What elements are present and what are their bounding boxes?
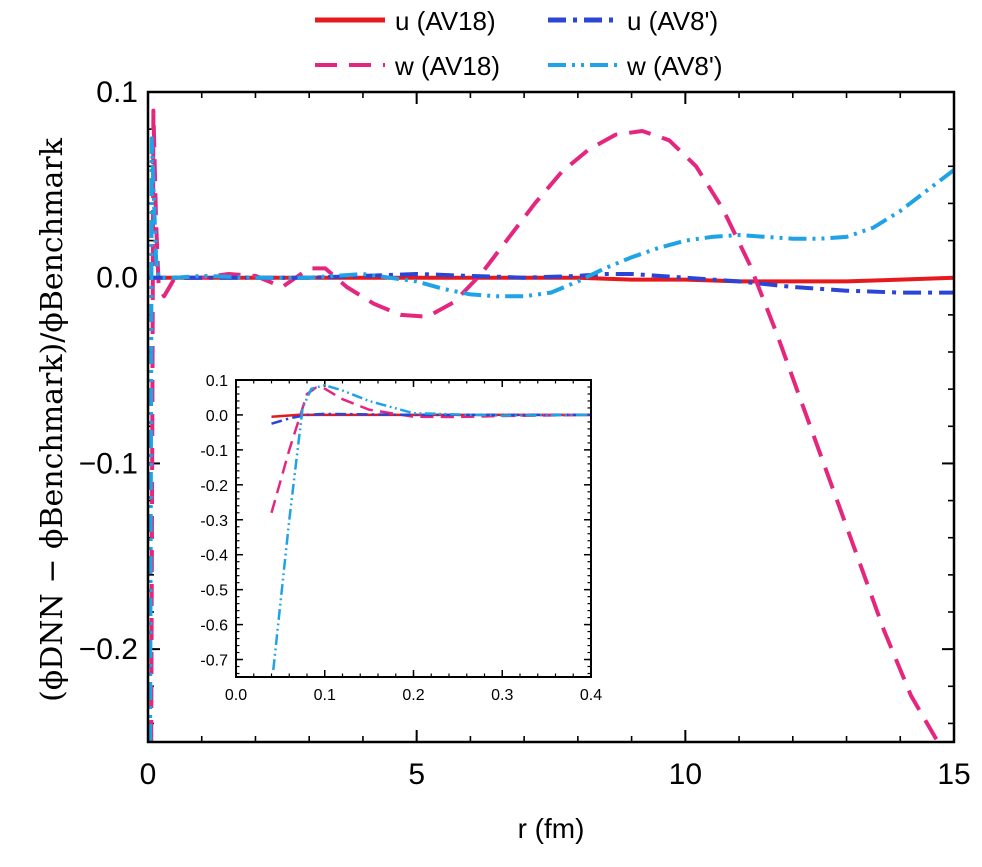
legend-item: w (AV18) (315, 51, 500, 81)
x-tick-label: 5 (408, 758, 425, 791)
legend-label: w (AV8') (626, 51, 723, 81)
series-line-w-av8 (148, 136, 954, 742)
inset-plot-series (270, 383, 591, 671)
x-tick-label: 10 (669, 758, 702, 791)
legend-item: u (AV18) (315, 6, 496, 36)
y-tick-label: -0.3 (200, 513, 228, 530)
main-plot-series (148, 108, 954, 742)
y-tick-label: 0.1 (96, 76, 138, 109)
x-tick-label: 0 (140, 758, 157, 791)
inset-background (236, 380, 591, 677)
y-tick-label: -0.1 (200, 443, 228, 460)
y-tick-label: -0.7 (200, 653, 228, 670)
main-axis-ticks: 0 5 10 15 0.1 0.0 −0.1 −0.2 (79, 76, 971, 791)
legend-label: u (AV8') (627, 6, 718, 36)
x-axis-label: r (fm) (518, 813, 585, 844)
legend-item: w (AV8') (548, 51, 723, 81)
inset-axis-ticks: 0.0 0.1 0.2 0.3 0.4 0.1 0.0 -0.1 -0.2 -0.3 -0.4 -0.… (200, 373, 602, 704)
series-line-w-av8 (272, 383, 591, 671)
legend-label: w (AV18) (394, 51, 500, 81)
y-tick-label: 0.0 (96, 262, 138, 295)
inset-plot-frame (235, 379, 592, 678)
x-tick-label: 0.2 (402, 687, 424, 704)
y-tick-label: −0.1 (79, 447, 138, 480)
x-tick-label: 0.4 (580, 687, 602, 704)
main-plot-frame (146, 90, 956, 744)
y-axis-label: (ϕDNN − ϕBenchmark)/ϕBenchmark (35, 137, 70, 702)
y-tick-label: -0.6 (200, 618, 228, 635)
x-tick-label: 15 (937, 758, 970, 791)
x-tick-label: 0.0 (225, 687, 247, 704)
legend-item: u (AV8') (548, 6, 718, 36)
legend-label: u (AV18) (395, 6, 496, 36)
y-tick-label: -0.5 (200, 583, 228, 600)
x-tick-label: 0.3 (491, 687, 513, 704)
y-tick-label: -0.2 (200, 478, 228, 495)
y-tick-label: -0.4 (200, 548, 228, 565)
x-tick-label: 0.1 (314, 687, 336, 704)
y-tick-label: −0.2 (79, 633, 138, 666)
legend: u (AV18) w (AV18) u (AV8') w (AV8') (315, 6, 723, 81)
y-tick-label: 0.1 (206, 373, 228, 390)
y-tick-label: 0.0 (206, 408, 228, 425)
